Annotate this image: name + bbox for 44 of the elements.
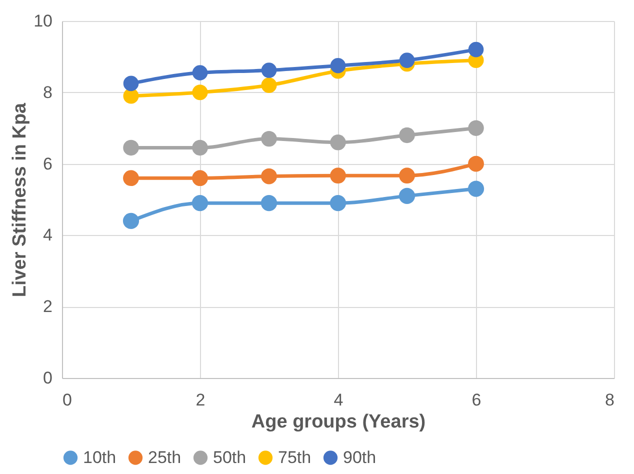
point (261, 130, 277, 147)
point (399, 52, 415, 68)
point (468, 120, 484, 136)
y-tick-label: 10 (34, 12, 52, 30)
x-axis-title: Age groups (Years) (251, 412, 426, 432)
legend-label: 25th (148, 448, 182, 467)
point (261, 78, 277, 94)
x-tick-label: 2 (196, 390, 206, 410)
point (398, 188, 416, 204)
legend-label: 50th (213, 448, 246, 467)
point (261, 168, 277, 184)
point (123, 76, 139, 92)
x-tick-label: 6 (472, 390, 482, 410)
point (330, 58, 346, 74)
y-tick-label: 0 (43, 368, 52, 388)
x-tick-label: 8 (605, 390, 614, 410)
point (192, 140, 208, 156)
point (192, 84, 208, 100)
point (123, 170, 139, 186)
point (399, 127, 415, 144)
x-tick-label: 4 (334, 390, 344, 410)
y-tick-label: 4 (43, 226, 52, 245)
y-tick-label: 6 (43, 154, 52, 174)
point (468, 180, 484, 197)
y-axis-title: Liver Stiffness in Kpa (10, 102, 31, 298)
point (192, 65, 208, 80)
point (330, 168, 346, 184)
legend-label: 10th (83, 448, 116, 467)
y-tick-label: 8 (43, 82, 52, 102)
point (330, 195, 346, 212)
point (468, 42, 484, 58)
point (192, 170, 208, 186)
legend-label: 90th (343, 448, 376, 467)
x-tick-label: 0 (62, 390, 72, 410)
point (468, 156, 484, 172)
point (261, 62, 277, 78)
legend-label: 75th (278, 448, 312, 467)
point (330, 134, 346, 150)
point (399, 168, 415, 184)
point (260, 195, 278, 212)
point (123, 140, 139, 156)
y-tick-label: 2 (43, 297, 52, 316)
point (122, 212, 140, 229)
point (192, 195, 208, 212)
